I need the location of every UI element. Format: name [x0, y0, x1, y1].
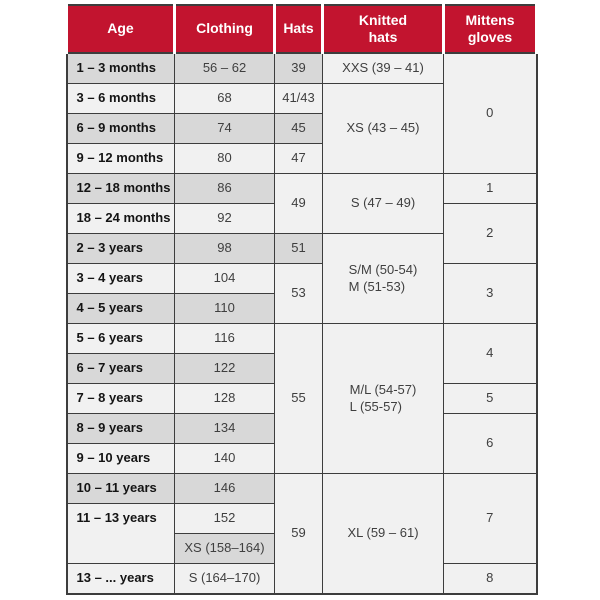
- clothing-size-cell: 152: [174, 503, 275, 534]
- column-header-clothing: Clothing: [173, 5, 276, 54]
- clothing-size-cell: 134: [174, 413, 275, 444]
- knitted-hat-size-cell: XL (59 – 61): [322, 473, 444, 595]
- age-cell: 9 – 10 years: [66, 443, 175, 474]
- mittens-gloves-size-cell: 5: [443, 383, 537, 414]
- table-header: Age Clothing Hats Knitted hats Mittens g…: [65, 5, 538, 54]
- clothing-size-cell: 116: [174, 323, 275, 354]
- knitted-hat-size-cell: M/L (54-57) L (55-57): [322, 323, 444, 474]
- knitted-hat-size-cell: XS (43 – 45): [322, 83, 444, 174]
- hat-size-cell: 51: [274, 233, 323, 264]
- age-cell: 18 – 24 months: [66, 203, 175, 234]
- table-row: 11 – 13 years 152: [66, 503, 537, 564]
- table-row: 5 – 6 years 116 55 M/L (54-57) L (55-57)…: [66, 323, 537, 474]
- column-header-age: Age: [65, 5, 176, 54]
- clothing-size-cell: 146: [174, 473, 275, 504]
- table-row: 1 – 3 months 56 – 62 39 XXS (39 – 41) 0: [66, 52, 537, 174]
- clothing-size-cell: 140: [174, 443, 275, 474]
- age-cell: 2 – 3 years: [66, 233, 175, 264]
- mittens-gloves-size-cell: 8: [443, 563, 537, 595]
- age-cell: 3 – 6 months: [66, 83, 175, 114]
- hat-size-cell: 59: [274, 473, 323, 595]
- clothing-size-cell: 80: [174, 143, 275, 174]
- hat-size-cell: 53: [274, 263, 323, 324]
- column-header-knitted-hats: Knitted hats: [321, 5, 445, 54]
- age-cell: 7 – 8 years: [66, 383, 175, 414]
- table-row: 6 – 7 years 122: [66, 353, 537, 384]
- clothing-size-cell: 98: [174, 233, 275, 264]
- clothing-size-cell: 122: [174, 353, 275, 384]
- age-cell: 11 – 13 years: [66, 503, 175, 564]
- header-row: Age Clothing Hats Knitted hats Mittens g…: [65, 5, 538, 54]
- hat-size-cell: 39: [274, 52, 323, 84]
- column-header-mittens-gloves: Mittens gloves: [442, 5, 538, 54]
- clothing-size-cell: 74: [174, 113, 275, 144]
- table-row: 6 – 9 months 74 45: [66, 113, 537, 144]
- clothing-size-cell: 56 – 62: [174, 52, 275, 84]
- age-cell: 8 – 9 years: [66, 413, 175, 444]
- clothing-size-cell: 128: [174, 383, 275, 414]
- clothing-size-cell: 86: [174, 173, 275, 204]
- clothing-size-cell: 68: [174, 83, 275, 114]
- knitted-hat-size-cell: S/M (50-54) M (51-53): [322, 233, 444, 324]
- hat-size-cell: 47: [274, 143, 323, 174]
- table-row: 18 – 24 months 92 2: [66, 203, 537, 264]
- table-row: 13 – ... years S (164–170) 8: [66, 563, 537, 595]
- age-cell: 12 – 18 months: [66, 173, 175, 204]
- table-row: 3 – 6 months 68 41/43 XS (43 – 45): [66, 83, 537, 174]
- hat-size-cell: 45: [274, 113, 323, 144]
- table-row: 4 – 5 years 110: [66, 293, 537, 324]
- age-cell: 13 – ... years: [66, 563, 175, 595]
- age-cell: 9 – 12 months: [66, 143, 175, 174]
- clothing-size-cell: XS (158–164): [174, 533, 275, 564]
- knitted-hat-size-value: S/M (50-54) M (51-53): [348, 261, 418, 294]
- hat-size-cell: 55: [274, 323, 323, 474]
- column-header-hats: Hats: [273, 5, 324, 54]
- table-row: XS (158–164): [67, 533, 537, 564]
- table-row: 3 – 4 years 104 53 3: [66, 263, 537, 324]
- table-body: 1 – 3 months 56 – 62 39 XXS (39 – 41) 0 …: [66, 52, 537, 595]
- knitted-hat-size-cell: XXS (39 – 41): [322, 52, 444, 84]
- table-row: 9 – 10 years 140: [66, 443, 537, 474]
- hat-size-cell: 41/43: [274, 83, 323, 114]
- clothing-size-cell: 110: [174, 293, 275, 324]
- mittens-gloves-size-cell: 0: [443, 52, 537, 174]
- age-cell: 4 – 5 years: [66, 293, 175, 324]
- table-row: 8 – 9 years 134 6: [66, 413, 537, 474]
- mittens-gloves-size-cell: 2: [443, 203, 537, 264]
- age-cell: 5 – 6 years: [66, 323, 175, 354]
- size-chart-table: Age Clothing Hats Knitted hats Mittens g…: [65, 4, 538, 595]
- table-row: 9 – 12 months 80 47: [66, 143, 537, 174]
- clothing-size-cell: 104: [174, 263, 275, 294]
- clothing-size-cell: 92: [174, 203, 275, 234]
- age-cell: 10 – 11 years: [66, 473, 175, 504]
- knitted-hat-size-cell: S (47 – 49): [322, 173, 444, 234]
- table-row: 12 – 18 months 86 49 S (47 – 49) 1: [66, 173, 537, 234]
- mittens-gloves-size-cell: 4: [443, 323, 537, 384]
- age-cell: 6 – 9 months: [66, 113, 175, 144]
- mittens-gloves-size-cell: 3: [443, 263, 537, 324]
- knitted-hat-size-value: M/L (54-57) L (55-57): [349, 381, 417, 414]
- age-cell: 3 – 4 years: [66, 263, 175, 294]
- age-cell: 1 – 3 months: [66, 52, 175, 84]
- mittens-gloves-size-cell: 6: [443, 413, 537, 474]
- table-row: 10 – 11 years 146 59 XL (59 – 61) 7: [66, 473, 537, 595]
- hat-size-cell: 49: [274, 173, 323, 234]
- mittens-gloves-size-cell: 1: [443, 173, 537, 204]
- mittens-gloves-size-cell: 7: [443, 473, 537, 564]
- age-cell: 6 – 7 years: [66, 353, 175, 384]
- clothing-size-cell: S (164–170): [174, 563, 275, 595]
